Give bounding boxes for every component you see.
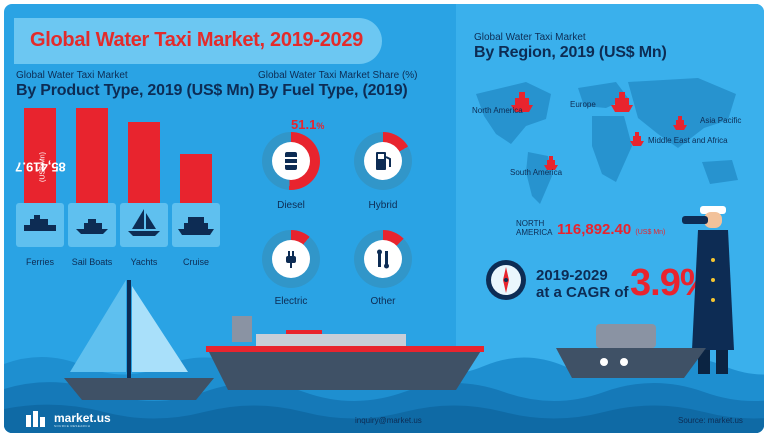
yacht-icon (120, 203, 168, 247)
ship-icon-south-america (544, 156, 558, 170)
category-label-yachts: Yachts (130, 257, 158, 267)
product-subtitle-small: Global Water Taxi Market (16, 70, 128, 81)
fuel-subtitle-small: Global Water Taxi Market Share (%) (258, 70, 418, 81)
compass-icon (486, 260, 526, 300)
ferries-value-label: 85,419.7 (US$ Mn) (15, 122, 66, 212)
region-label-north-america: North America (472, 106, 523, 115)
ship-illustration (206, 316, 484, 390)
region-subtitle: By Region, 2019 (US$ Mn) (474, 44, 667, 61)
region-label-europe: Europe (570, 100, 596, 109)
fuel-label-electric: Electric (274, 296, 308, 307)
sailor-illustration (682, 206, 734, 374)
ferries-value: 85,419.7 (14, 159, 66, 175)
north-america-value-label: 116,892.40 (US$ Mn) (557, 221, 665, 238)
infographic: Global Water Taxi Market, 2019-2029 Glob… (4, 4, 764, 433)
donut-electric (262, 230, 320, 288)
north-america-value: 116,892.40 (557, 221, 632, 238)
title-ribbon (14, 18, 382, 64)
donut-hybrid (354, 132, 412, 190)
logo-tagline: SOURCE RESEARCH (54, 424, 91, 428)
fuel-pump-icon (376, 152, 391, 170)
page-title: Global Water Taxi Market, 2019-2029 (30, 29, 363, 51)
market-us-logo-icon (26, 411, 45, 427)
category-label-ferries: Ferries (25, 257, 54, 267)
diesel-share-unit: % (316, 121, 325, 131)
donut-other (354, 230, 412, 288)
fuel-barrel-icon (285, 152, 297, 170)
region-label-asia-pacific: Asia Pacific (700, 116, 742, 125)
sail-boat-icon (68, 203, 116, 247)
category-label-sail-boats: Sail Boats (71, 257, 113, 267)
fuel-subtitle: By Fuel Type, (2019) (258, 82, 408, 99)
region-label-south-america: South America (510, 168, 563, 177)
region-subtitle-small: Global Water Taxi Market (474, 32, 586, 43)
fuel-label-hybrid: Hybrid (368, 200, 398, 211)
category-label-cruise: Cruise (182, 257, 209, 267)
wrench-icon (377, 249, 389, 269)
ship-icon-europe (611, 92, 633, 112)
world-map (476, 78, 738, 204)
fuel-label-other: Other (370, 296, 396, 307)
fuel-label-diesel: Diesel (277, 200, 305, 211)
bar-ferries (24, 108, 56, 204)
logo-text: market.us (54, 411, 111, 425)
bar-cruise (180, 154, 212, 204)
cruise-ship-icon (172, 203, 220, 247)
product-subtitle: By Product Type, 2019 (US$ Mn) (16, 82, 255, 99)
region-label-middle-east-africa: Middle East and Africa (648, 136, 728, 145)
ferry-icon (16, 203, 64, 247)
diesel-share: 51.1 (291, 117, 317, 132)
highlight-region-label: NORTH AMERICA (516, 219, 553, 237)
sailboat-illustration (64, 280, 214, 400)
north-america-unit: (US$ Mn) (635, 229, 666, 236)
cagr-label: 2019-2029 at a CAGR of (536, 267, 629, 301)
ship-icon-middle-east-africa (630, 132, 644, 146)
footer-email[interactable]: inquiry@market.us (355, 416, 422, 425)
bar-yachts (128, 122, 160, 204)
diesel-share-label: 51.1% (291, 117, 324, 132)
bar-sail-boats (76, 108, 108, 204)
donut-diesel (262, 132, 320, 190)
ship-icon-asia-pacific (673, 116, 687, 130)
footer-source: Source: market.us (678, 416, 743, 425)
taxi-boat-illustration (556, 324, 706, 378)
cagr-period: 2019-2029 (536, 267, 608, 284)
electric-plug-icon (286, 251, 296, 268)
ship-icon-north-america (511, 92, 533, 112)
cagr-prefix: at a CAGR of (536, 284, 629, 301)
